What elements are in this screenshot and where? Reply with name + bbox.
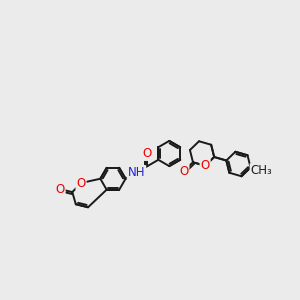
Text: O: O <box>56 183 65 196</box>
Text: O: O <box>200 159 210 172</box>
Text: NH: NH <box>128 166 145 179</box>
Text: O: O <box>143 147 152 160</box>
Text: O: O <box>179 164 188 178</box>
Text: O: O <box>76 176 86 190</box>
Text: CH₃: CH₃ <box>250 164 272 177</box>
